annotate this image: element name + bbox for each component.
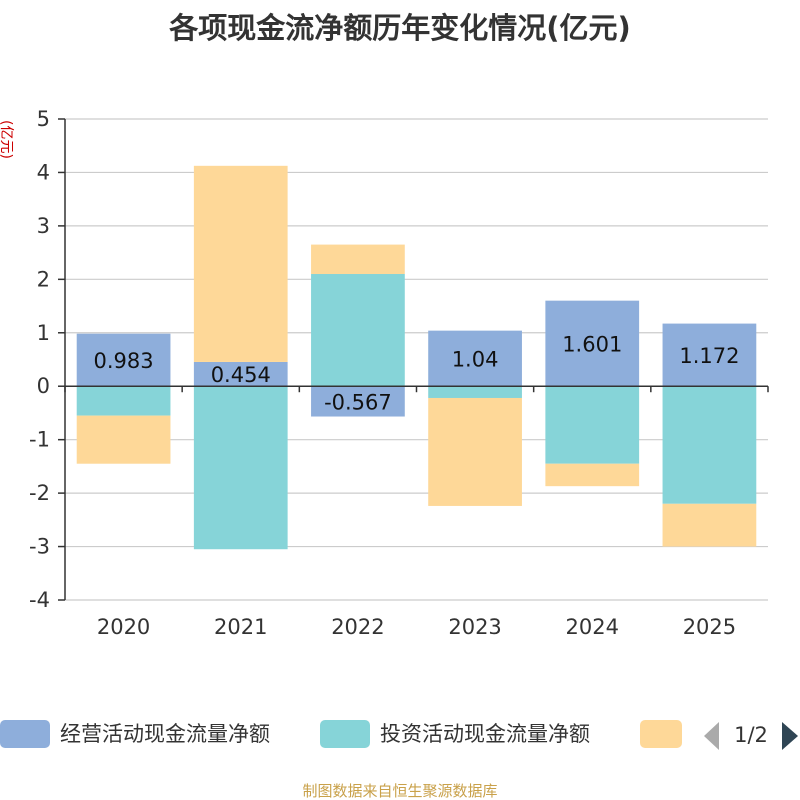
y-tick-label: 3 bbox=[37, 214, 50, 238]
chart-title: 各项现金流净额历年变化情况(亿元) bbox=[168, 11, 631, 45]
bar-2021-series-0[interactable] bbox=[193, 361, 288, 387]
y-tick-label: -3 bbox=[29, 535, 50, 559]
bar-2024-series-2[interactable] bbox=[545, 463, 640, 487]
legend: 经营活动现金流量净额 投资活动现金流量净额 1/2 bbox=[0, 720, 798, 750]
data-label-2025: 1.172 bbox=[679, 344, 739, 368]
legend-item-financing[interactable] bbox=[640, 720, 682, 748]
y-tick-label: 4 bbox=[37, 160, 50, 184]
y-tick-label: 0 bbox=[37, 374, 50, 398]
bars bbox=[76, 165, 757, 550]
legend-swatch-financing bbox=[640, 720, 682, 748]
data-label-2024: 1.601 bbox=[562, 332, 622, 356]
bar-2024-series-0[interactable] bbox=[545, 300, 640, 387]
data-label-2021: 0.454 bbox=[211, 363, 271, 387]
y-tick-label: -1 bbox=[29, 428, 50, 452]
bar-2023-series-1[interactable] bbox=[428, 386, 522, 398]
x-tick-label-2020: 2020 bbox=[97, 615, 150, 639]
bar-2023-series-2[interactable] bbox=[428, 397, 522, 506]
bar-2023-series-0[interactable] bbox=[428, 330, 522, 387]
y-tick-label: 5 bbox=[37, 107, 50, 131]
bar-2025-series-0[interactable] bbox=[662, 323, 757, 387]
legend-label-investing: 投资活动现金流量净额 bbox=[380, 722, 590, 746]
legend-next-page-icon[interactable] bbox=[782, 722, 798, 750]
x-tick-label-2024: 2024 bbox=[566, 615, 619, 639]
x-tick-label-2023: 2023 bbox=[448, 615, 501, 639]
legend-page-indicator: 1/2 bbox=[734, 723, 768, 747]
bar-2022-series-0[interactable] bbox=[311, 386, 405, 417]
grid-lines bbox=[65, 118, 768, 601]
y-tick-labels: 5 4 3 2 1 0 -1 -2 -3 -4 bbox=[29, 107, 65, 612]
x-tick-label-2021: 2021 bbox=[214, 615, 267, 639]
x-tick-label-2022: 2022 bbox=[331, 615, 384, 639]
x-tick-label-2025: 2025 bbox=[683, 615, 736, 639]
bar-2022-series-1[interactable] bbox=[311, 273, 405, 387]
data-label-2020: 0.983 bbox=[94, 349, 154, 373]
bar-2025-series-1[interactable] bbox=[662, 386, 757, 504]
legend-swatch-operating bbox=[0, 720, 50, 748]
legend-item-investing[interactable]: 投资活动现金流量净额 bbox=[320, 720, 590, 748]
x-tick-labels: 2020 2021 2022 2023 2024 2025 bbox=[64, 386, 769, 639]
y-tick-label: -2 bbox=[29, 481, 50, 505]
bar-2020-series-0[interactable] bbox=[76, 333, 171, 387]
bar-2021-series-1[interactable] bbox=[193, 386, 288, 550]
bar-2022-series-2[interactable] bbox=[311, 244, 405, 274]
bar-2024-series-1[interactable] bbox=[545, 386, 640, 464]
y-axis-unit: (亿元) bbox=[0, 120, 14, 159]
y-tick-label: -4 bbox=[29, 588, 50, 612]
y-tick-label: 2 bbox=[37, 267, 50, 291]
legend-swatch-investing bbox=[320, 720, 370, 748]
data-label-2022: -0.567 bbox=[324, 390, 392, 414]
bar-2020-series-1[interactable] bbox=[76, 386, 171, 416]
legend-prev-page-icon[interactable] bbox=[704, 722, 719, 750]
bar-2021-series-2[interactable] bbox=[193, 165, 288, 362]
bar-2020-series-2[interactable] bbox=[76, 415, 171, 464]
data-labels: 0.983 0.454 -0.567 1.04 1.601 1.172 bbox=[94, 332, 740, 414]
data-source: 制图数据来自恒生聚源数据库 bbox=[302, 782, 497, 800]
bar-2025-series-2[interactable] bbox=[662, 503, 757, 547]
data-label-2023: 1.04 bbox=[452, 347, 499, 371]
legend-item-operating[interactable]: 经营活动现金流量净额 bbox=[0, 720, 270, 748]
legend-label-operating: 经营活动现金流量净额 bbox=[60, 722, 270, 746]
y-tick-label: 1 bbox=[37, 321, 50, 345]
